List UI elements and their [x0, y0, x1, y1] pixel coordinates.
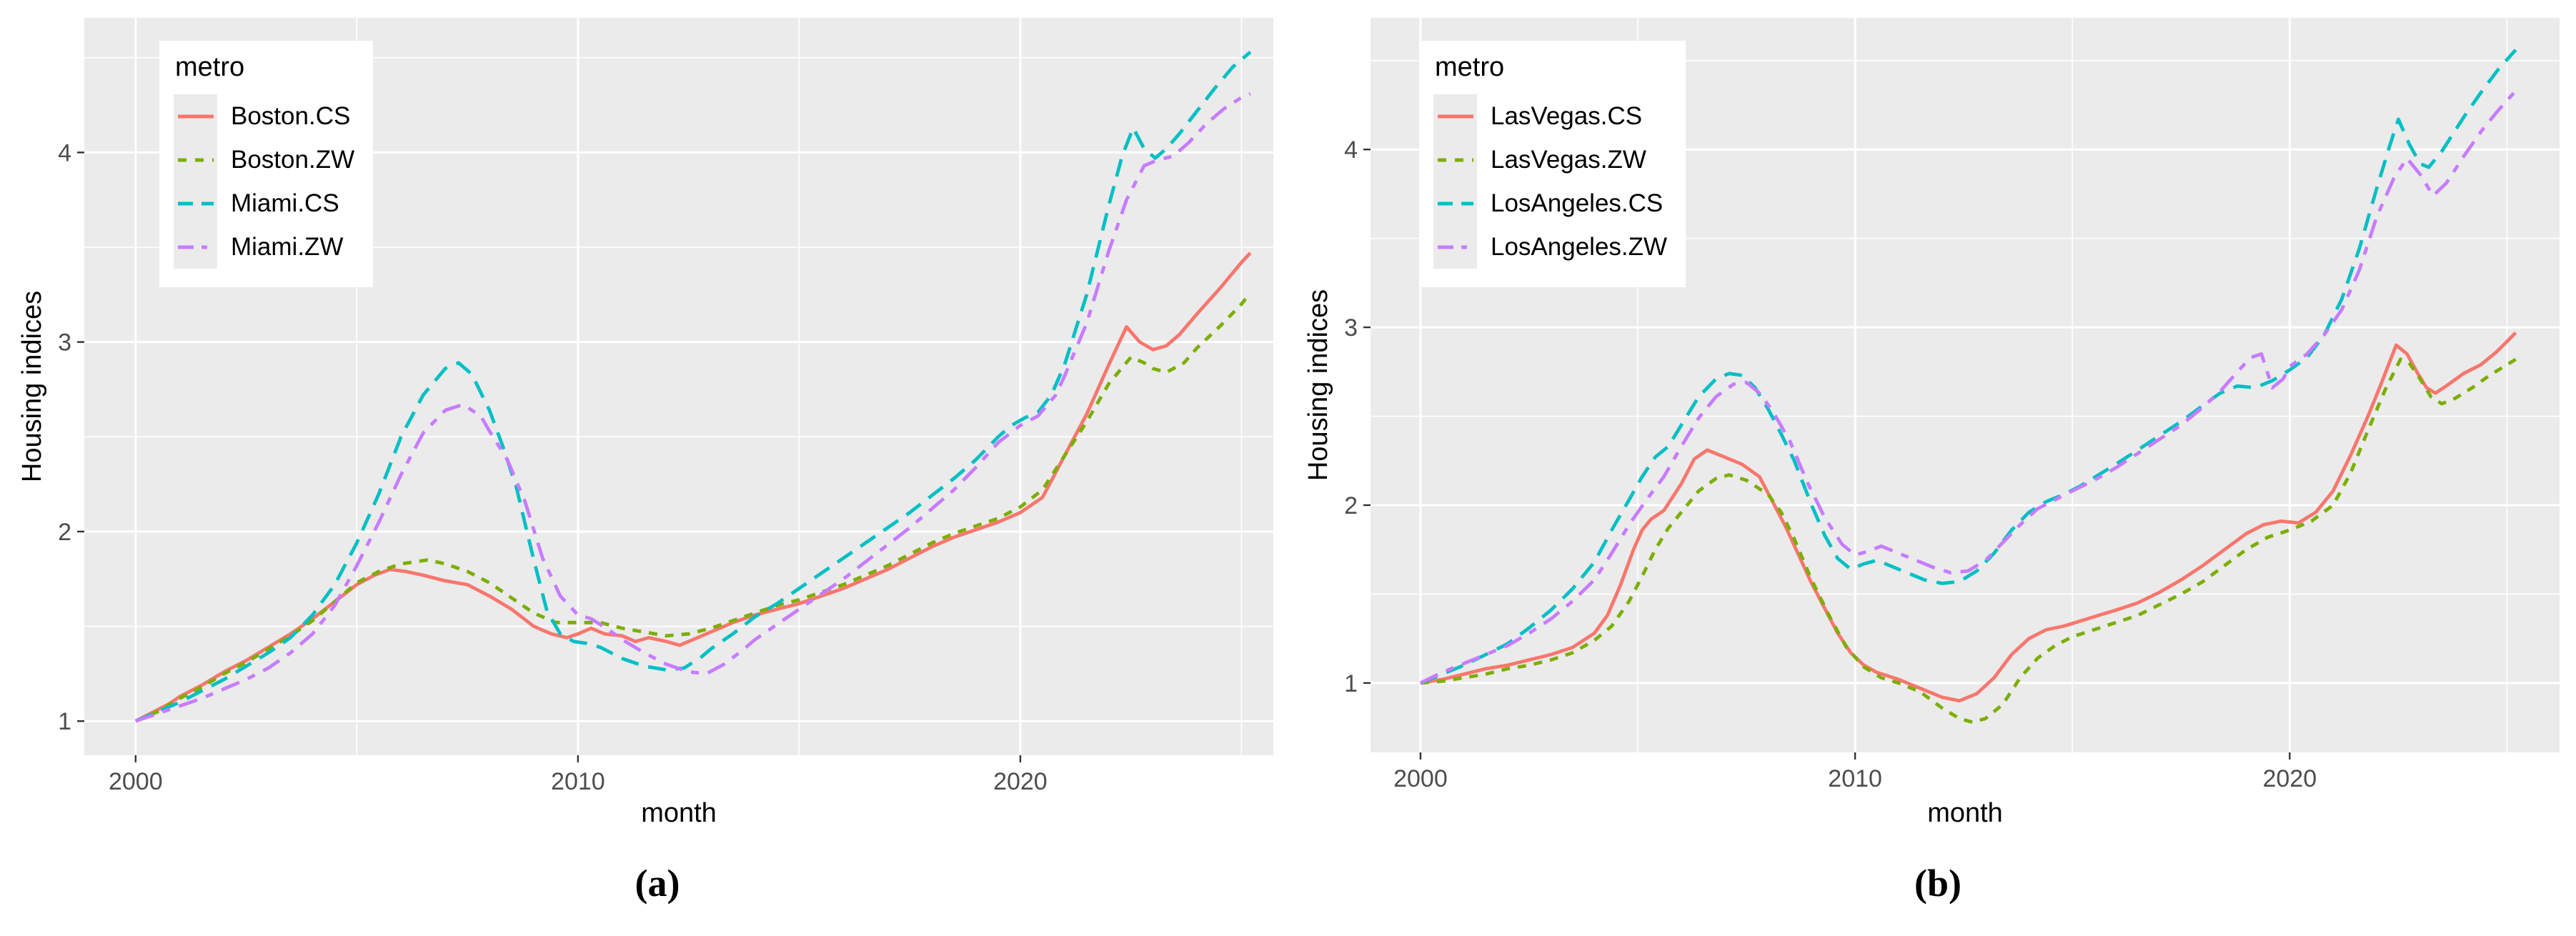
y-axis-title: Housing indices — [17, 291, 47, 482]
legend-item: Miami.CS — [174, 181, 354, 225]
legend-item: LasVegas.CS — [1433, 94, 1667, 138]
legend-item: LosAngeles.CS — [1433, 181, 1667, 225]
legend-item: Boston.ZW — [174, 138, 354, 181]
series-line-LosAngeles.CS — [1419, 49, 2517, 685]
y-axis-title: Housing indices — [1303, 289, 1333, 481]
legend-panel-a: metro Boston.CS Boston.ZW Miami.CS Miami… — [159, 41, 374, 287]
legend-title: metro — [175, 52, 245, 82]
legend-key-dotted-line-icon — [174, 138, 217, 181]
y-tick-label: 2 — [1344, 492, 1358, 519]
legend-key-solid-line-icon — [1433, 94, 1477, 138]
legend-label: Miami.CS — [231, 189, 339, 217]
legend-label: LosAngeles.CS — [1491, 189, 1664, 217]
x-tick-label: 2010 — [551, 768, 605, 795]
legend-key-dotted-line-icon — [1433, 138, 1477, 181]
legend-key-longdash-line-icon — [1433, 225, 1477, 269]
legend-title: metro — [1435, 52, 1505, 82]
x-axis-title: month — [1927, 798, 2003, 828]
x-axis-title: month — [641, 798, 717, 828]
legend-label: Miami.ZW — [231, 232, 344, 261]
series-line-LasVegas.ZW — [1420, 357, 2517, 725]
y-tick-label: 2 — [58, 519, 71, 546]
legend-key-longdash-line-icon — [174, 225, 217, 269]
series-line-Miami.ZW — [135, 91, 1251, 723]
legend-label: LosAngeles.ZW — [1491, 232, 1668, 261]
series-line-LosAngeles.ZW — [1419, 89, 2517, 685]
legend-key-dashed-line-icon — [1433, 181, 1477, 225]
y-tick-label: 1 — [58, 708, 71, 735]
y-tick-label: 4 — [58, 139, 71, 166]
legend-key-dashed-line-icon — [174, 181, 217, 225]
legend-key-solid-line-icon — [174, 94, 217, 138]
legend-label: LasVegas.CS — [1491, 101, 1643, 130]
legend-item: LasVegas.ZW — [1433, 138, 1667, 181]
x-tick-label: 2000 — [109, 768, 163, 795]
y-tick-label: 1 — [1344, 670, 1358, 697]
series-line-LasVegas.CS — [1420, 331, 2517, 703]
x-tick-label: 2020 — [993, 768, 1048, 795]
legend-item: LosAngeles.ZW — [1433, 225, 1667, 269]
legend-panel-b: metro LasVegas.CS LasVegas.ZW LosAngeles… — [1419, 41, 1686, 287]
caption-panel-b: (b) — [1914, 862, 1961, 905]
legend-item: Boston.CS — [174, 94, 354, 138]
y-tick-label: 4 — [1344, 136, 1358, 164]
legend-label: Boston.CS — [231, 101, 351, 130]
x-tick-label: 2010 — [1828, 765, 1882, 792]
x-tick-label: 2020 — [2262, 765, 2317, 792]
legend-label: LasVegas.ZW — [1491, 145, 1646, 174]
legend-item: Miami.ZW — [174, 225, 354, 269]
legend-label: Boston.ZW — [231, 145, 355, 174]
x-tick-label: 2000 — [1393, 765, 1448, 792]
series-line-Miami.CS — [134, 50, 1252, 723]
y-tick-label: 3 — [1344, 314, 1358, 342]
y-tick-label: 3 — [58, 329, 71, 357]
caption-panel-a: (a) — [635, 862, 680, 905]
